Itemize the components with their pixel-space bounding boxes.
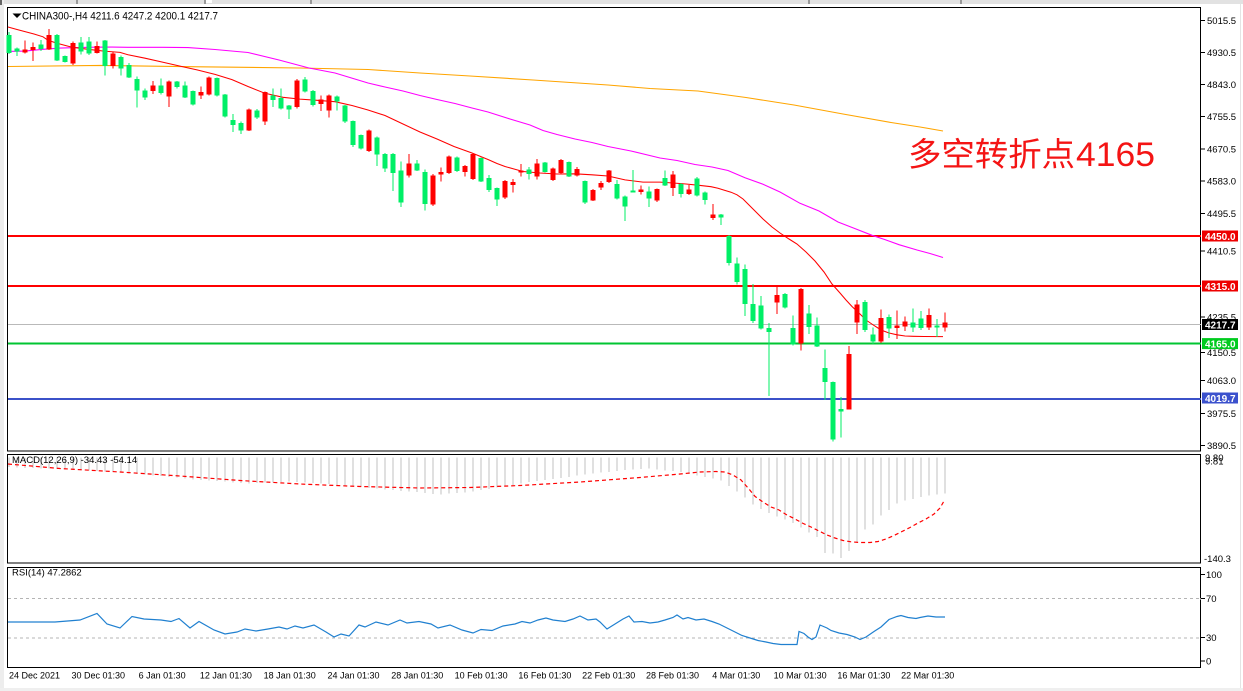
svg-text:18 Jan 01:30: 18 Jan 01:30 bbox=[264, 671, 316, 681]
svg-text:4843.0: 4843.0 bbox=[1207, 80, 1236, 91]
svg-text:4583.0: 4583.0 bbox=[1207, 177, 1236, 188]
svg-text:3890.5: 3890.5 bbox=[1207, 441, 1236, 452]
svg-text:16 Feb 01:30: 16 Feb 01:30 bbox=[518, 671, 571, 681]
svg-text:4150.5: 4150.5 bbox=[1207, 348, 1236, 359]
svg-text:10 Feb 01:30: 10 Feb 01:30 bbox=[455, 671, 508, 681]
svg-text:100: 100 bbox=[1206, 570, 1222, 581]
svg-text:MACD(12,26,9) -34.43 -54.14: MACD(12,26,9) -34.43 -54.14 bbox=[12, 455, 137, 466]
svg-text:4235.5: 4235.5 bbox=[1207, 312, 1236, 323]
svg-text:RSI(14) 47.2862: RSI(14) 47.2862 bbox=[12, 568, 82, 579]
svg-text:4165.0: 4165.0 bbox=[1205, 339, 1236, 350]
svg-text:4019.7: 4019.7 bbox=[1205, 394, 1236, 405]
svg-text:4 Mar 01:30: 4 Mar 01:30 bbox=[712, 671, 760, 681]
svg-text:4450.0: 4450.0 bbox=[1205, 232, 1236, 243]
svg-text:0: 0 bbox=[1206, 656, 1211, 667]
svg-text:4217.7: 4217.7 bbox=[1205, 320, 1236, 331]
svg-text:4495.5: 4495.5 bbox=[1207, 209, 1236, 220]
svg-text:5015.5: 5015.5 bbox=[1207, 16, 1236, 27]
svg-text:10 Mar 01:30: 10 Mar 01:30 bbox=[774, 671, 827, 681]
svg-text:4670.5: 4670.5 bbox=[1207, 144, 1236, 155]
svg-text:9.80: 9.80 bbox=[1205, 453, 1224, 464]
svg-text:4930.5: 4930.5 bbox=[1207, 48, 1236, 59]
svg-text:22 Feb 01:30: 22 Feb 01:30 bbox=[582, 671, 635, 681]
svg-text:28 Feb 01:30: 28 Feb 01:30 bbox=[646, 671, 699, 681]
svg-text:22 Mar 01:30: 22 Mar 01:30 bbox=[901, 671, 954, 681]
svg-text:12 Jan 01:30: 12 Jan 01:30 bbox=[200, 671, 252, 681]
svg-text:4410.5: 4410.5 bbox=[1207, 246, 1236, 257]
svg-text:30 Dec 01:30: 30 Dec 01:30 bbox=[72, 671, 126, 681]
svg-text:24 Jan 01:30: 24 Jan 01:30 bbox=[327, 671, 379, 681]
svg-text:4755.5: 4755.5 bbox=[1207, 112, 1236, 123]
svg-text:3975.5: 3975.5 bbox=[1207, 409, 1236, 420]
svg-text:28 Jan 01:30: 28 Jan 01:30 bbox=[391, 671, 443, 681]
svg-text:16 Mar 01:30: 16 Mar 01:30 bbox=[837, 671, 890, 681]
svg-text:-140.3: -140.3 bbox=[1204, 554, 1231, 565]
svg-text:9.81: 9.81 bbox=[1205, 457, 1224, 468]
svg-text:24 Dec 2021: 24 Dec 2021 bbox=[9, 671, 60, 681]
svg-text:4315.0: 4315.0 bbox=[1205, 282, 1236, 293]
svg-text:4165: 4165 bbox=[1076, 136, 1155, 174]
svg-text:30: 30 bbox=[1206, 633, 1217, 644]
svg-text:4063.0: 4063.0 bbox=[1207, 376, 1236, 387]
svg-text:CHINA300-,H4 4211.6 4247.2 42: CHINA300-,H4 4211.6 4247.2 4200.1 4217.7 bbox=[22, 11, 218, 23]
svg-text:6 Jan 01:30: 6 Jan 01:30 bbox=[139, 671, 186, 681]
svg-text:70: 70 bbox=[1206, 594, 1217, 605]
